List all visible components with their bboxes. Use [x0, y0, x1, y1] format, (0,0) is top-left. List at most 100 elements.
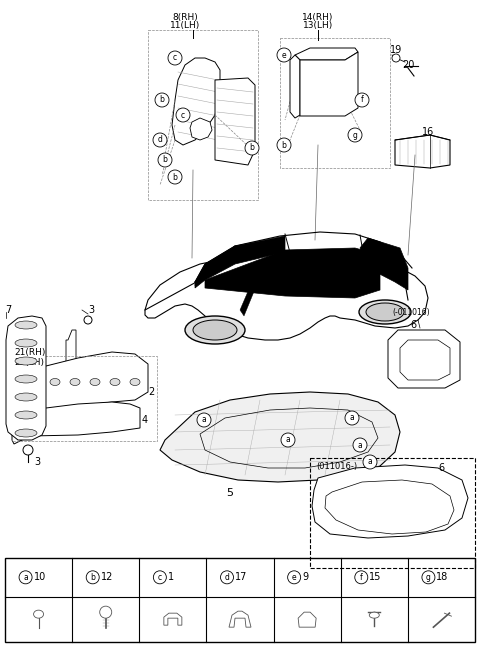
Circle shape [353, 438, 367, 452]
Circle shape [100, 606, 112, 618]
Text: b: b [159, 96, 165, 105]
Text: 4: 4 [142, 415, 148, 425]
Text: c: c [181, 111, 185, 120]
Circle shape [155, 93, 169, 107]
Ellipse shape [70, 378, 80, 386]
Polygon shape [190, 118, 212, 140]
Ellipse shape [15, 339, 37, 347]
Polygon shape [215, 78, 255, 165]
Polygon shape [164, 613, 182, 625]
Ellipse shape [15, 393, 37, 401]
Circle shape [86, 571, 99, 584]
Ellipse shape [15, 375, 37, 383]
Circle shape [84, 316, 92, 324]
Circle shape [288, 571, 300, 584]
Polygon shape [6, 316, 46, 440]
Text: 6: 6 [438, 463, 444, 473]
Circle shape [355, 93, 369, 107]
Bar [280, 38, 390, 168]
Text: 15: 15 [369, 573, 382, 582]
Polygon shape [205, 248, 380, 298]
Polygon shape [172, 58, 220, 145]
Ellipse shape [15, 321, 37, 329]
Polygon shape [160, 392, 400, 482]
Polygon shape [195, 236, 285, 288]
Ellipse shape [90, 378, 100, 386]
Text: b: b [250, 144, 254, 153]
Text: a: a [368, 457, 372, 466]
Text: 5: 5 [227, 488, 233, 498]
Circle shape [355, 571, 368, 584]
Polygon shape [388, 330, 460, 388]
Text: e: e [292, 573, 297, 582]
Polygon shape [295, 48, 358, 60]
Text: f: f [360, 96, 363, 105]
Ellipse shape [50, 378, 60, 386]
Ellipse shape [193, 320, 237, 340]
Text: 22(LH): 22(LH) [14, 358, 44, 366]
Circle shape [245, 141, 259, 155]
Text: 13(LH): 13(LH) [303, 21, 333, 30]
Circle shape [176, 108, 190, 122]
Ellipse shape [185, 316, 245, 344]
Text: 10: 10 [34, 573, 46, 582]
Circle shape [345, 411, 359, 425]
Ellipse shape [15, 357, 37, 365]
Text: g: g [353, 131, 358, 140]
Ellipse shape [359, 300, 411, 324]
Text: 11(LH): 11(LH) [170, 21, 200, 30]
Text: a: a [349, 413, 354, 422]
Text: 12: 12 [101, 573, 113, 582]
Polygon shape [298, 612, 316, 627]
Text: d: d [157, 135, 162, 144]
Circle shape [19, 571, 32, 584]
Polygon shape [12, 402, 140, 444]
Text: a: a [202, 415, 206, 424]
Circle shape [158, 153, 172, 167]
Circle shape [197, 413, 211, 427]
Ellipse shape [369, 612, 379, 618]
Polygon shape [145, 252, 428, 340]
Text: c: c [173, 54, 177, 63]
Circle shape [277, 48, 291, 62]
Text: 16: 16 [422, 127, 434, 137]
Text: g: g [426, 573, 431, 582]
Ellipse shape [366, 303, 404, 321]
Circle shape [281, 433, 295, 447]
Text: (011016-): (011016-) [316, 462, 357, 471]
Circle shape [153, 133, 167, 147]
Text: a: a [286, 435, 290, 444]
Text: d: d [225, 573, 229, 582]
Text: b: b [90, 573, 95, 582]
Circle shape [220, 571, 233, 584]
Circle shape [422, 571, 435, 584]
Circle shape [153, 571, 167, 584]
Text: b: b [163, 155, 168, 164]
Polygon shape [300, 52, 358, 116]
Circle shape [363, 455, 377, 469]
Circle shape [23, 445, 33, 455]
Text: a: a [23, 573, 28, 582]
Circle shape [392, 54, 400, 62]
Text: 17: 17 [235, 573, 247, 582]
Polygon shape [66, 330, 76, 390]
Polygon shape [350, 248, 378, 294]
Polygon shape [395, 135, 450, 168]
Ellipse shape [15, 429, 37, 437]
Polygon shape [290, 55, 300, 118]
Text: 8(RH): 8(RH) [172, 13, 198, 22]
Polygon shape [240, 268, 262, 316]
Text: (-011016): (-011016) [392, 307, 430, 316]
Text: 2: 2 [148, 387, 154, 397]
Text: 20: 20 [402, 60, 414, 70]
Ellipse shape [110, 378, 120, 386]
Text: f: f [360, 573, 363, 582]
Text: b: b [173, 173, 178, 182]
Text: 14(RH): 14(RH) [302, 13, 334, 22]
Bar [12, 356, 157, 441]
Polygon shape [312, 465, 468, 538]
Bar [310, 458, 475, 568]
Ellipse shape [34, 610, 44, 618]
Circle shape [277, 138, 291, 152]
Text: 3: 3 [88, 305, 94, 315]
